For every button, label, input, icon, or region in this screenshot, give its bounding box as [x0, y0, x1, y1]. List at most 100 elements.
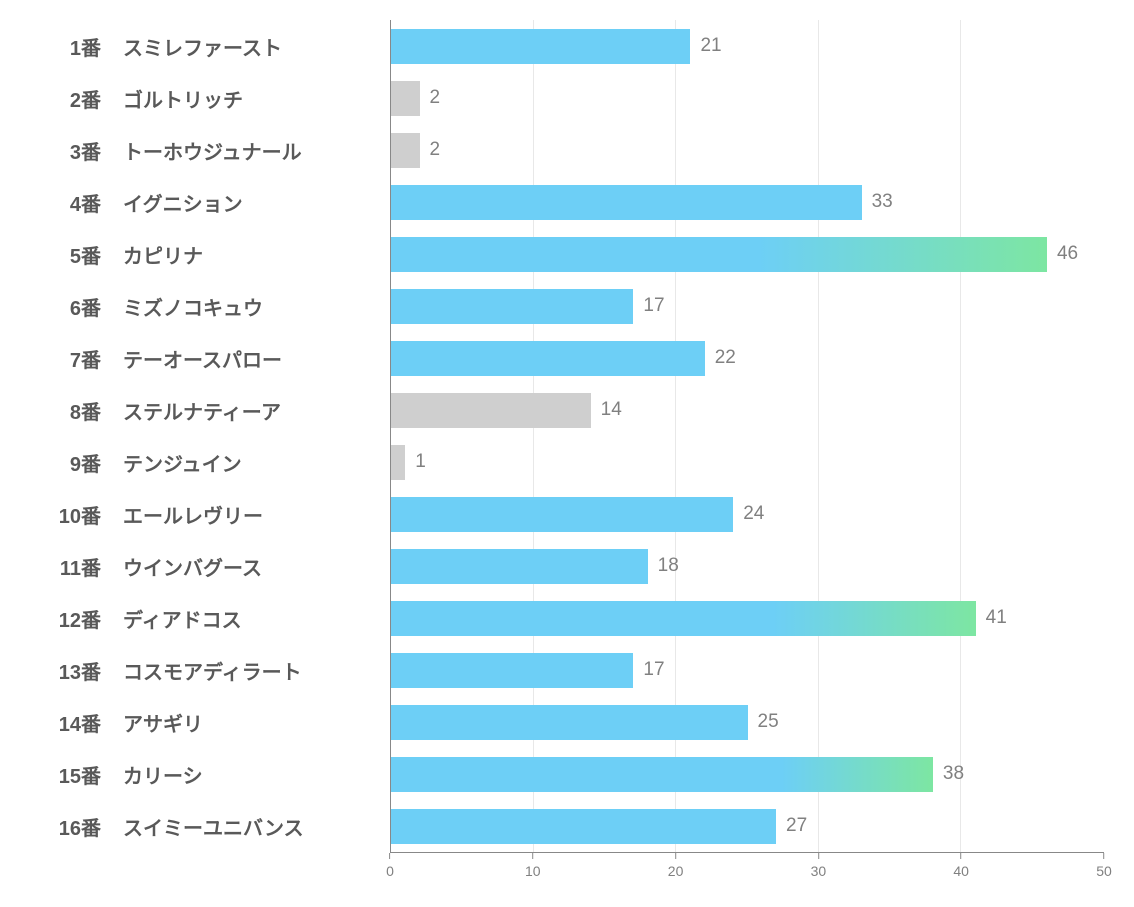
x-tick: 40	[953, 853, 969, 879]
x-tick: 0	[386, 853, 394, 879]
bar: 46	[391, 237, 1047, 272]
name-label: カピリナ	[105, 240, 370, 269]
row-label: 14番アサギリ	[30, 696, 390, 748]
name-label: ディアドコス	[105, 604, 370, 633]
bar-row: 17	[391, 280, 1104, 332]
x-tick-label: 10	[525, 863, 541, 879]
name-label: ゴルトリッチ	[105, 84, 370, 113]
name-label: スミレファースト	[105, 32, 370, 61]
bar-value: 24	[743, 503, 764, 525]
rank-label: 7番	[30, 344, 105, 373]
bar: 17	[391, 289, 633, 324]
bar-value: 21	[700, 35, 721, 57]
y-axis-labels: 1番スミレファースト2番ゴルトリッチ3番トーホウジュナール4番イグニション5番カ…	[30, 20, 390, 853]
bar: 14	[391, 393, 591, 428]
x-tick-mark	[675, 853, 676, 859]
bar-value: 27	[786, 815, 807, 837]
bar-row: 22	[391, 332, 1104, 384]
bar: 2	[391, 81, 420, 116]
row-label: 9番テンジュイン	[30, 436, 390, 488]
rank-label: 6番	[30, 292, 105, 321]
rank-label: 8番	[30, 396, 105, 425]
bar-value: 2	[430, 139, 441, 161]
name-label: エールレヴリー	[105, 500, 370, 529]
x-tick-label: 50	[1096, 863, 1112, 879]
x-tick-label: 20	[668, 863, 684, 879]
bar-row: 33	[391, 176, 1104, 228]
bar: 17	[391, 653, 633, 688]
bar-row: 1	[391, 436, 1104, 488]
name-label: アサギリ	[105, 708, 370, 737]
bar-row: 27	[391, 800, 1104, 852]
bar: 25	[391, 705, 748, 740]
bar: 2	[391, 133, 420, 168]
x-tick-label: 30	[811, 863, 827, 879]
row-label: 4番イグニション	[30, 176, 390, 228]
row-label: 6番ミズノコキュウ	[30, 280, 390, 332]
name-label: テーオースパロー	[105, 344, 370, 373]
row-label: 5番カピリナ	[30, 228, 390, 280]
bar-value: 17	[643, 659, 664, 681]
rank-label: 11番	[30, 552, 105, 581]
x-tick-mark	[961, 853, 962, 859]
row-label: 12番ディアドコス	[30, 592, 390, 644]
row-label: 2番ゴルトリッチ	[30, 72, 390, 124]
row-label: 10番エールレヴリー	[30, 488, 390, 540]
rank-label: 13番	[30, 656, 105, 685]
bar: 38	[391, 757, 933, 792]
bar: 41	[391, 601, 976, 636]
rank-label: 14番	[30, 708, 105, 737]
row-label: 15番カリーシ	[30, 748, 390, 800]
rank-label: 4番	[30, 188, 105, 217]
x-tick-mark	[532, 853, 533, 859]
name-label: スイミーユニバンス	[105, 812, 370, 841]
bar-value: 25	[758, 711, 779, 733]
rank-label: 12番	[30, 604, 105, 633]
row-label: 3番トーホウジュナール	[30, 124, 390, 176]
row-label: 1番スミレファースト	[30, 20, 390, 72]
bar-row: 14	[391, 384, 1104, 436]
bar: 22	[391, 341, 705, 376]
x-tick-label: 40	[953, 863, 969, 879]
bar-row: 24	[391, 488, 1104, 540]
bar-row: 2	[391, 124, 1104, 176]
bar-value: 22	[715, 347, 736, 369]
bar: 27	[391, 809, 776, 844]
x-tick-label: 0	[386, 863, 394, 879]
bar: 18	[391, 549, 648, 584]
x-tick-mark	[1103, 853, 1104, 859]
x-tick-mark	[818, 853, 819, 859]
bar-row: 17	[391, 644, 1104, 696]
bar: 33	[391, 185, 862, 220]
rank-label: 2番	[30, 84, 105, 113]
bar-value: 41	[986, 607, 1007, 629]
name-label: ウインバグース	[105, 552, 370, 581]
name-label: カリーシ	[105, 760, 370, 789]
x-tick: 50	[1096, 853, 1112, 879]
x-tick: 20	[668, 853, 684, 879]
x-tick: 30	[811, 853, 827, 879]
plot-area: 21223346172214124184117253827	[390, 20, 1104, 853]
x-tick-mark	[389, 853, 390, 859]
bar-row: 21	[391, 20, 1104, 72]
x-tick: 10	[525, 853, 541, 879]
bar-value: 38	[943, 763, 964, 785]
bar: 1	[391, 445, 405, 480]
row-label: 7番テーオースパロー	[30, 332, 390, 384]
name-label: ミズノコキュウ	[105, 292, 370, 321]
bar-row: 25	[391, 696, 1104, 748]
bar: 21	[391, 29, 690, 64]
bar-row: 41	[391, 592, 1104, 644]
rank-label: 9番	[30, 448, 105, 477]
bar-value: 17	[643, 295, 664, 317]
rank-label: 3番	[30, 136, 105, 165]
row-label: 16番スイミーユニバンス	[30, 800, 390, 852]
x-axis: 01020304050	[390, 853, 1104, 883]
bar-value: 33	[872, 191, 893, 213]
rank-label: 10番	[30, 500, 105, 529]
bar: 24	[391, 497, 733, 532]
name-label: コスモアディラート	[105, 656, 370, 685]
rank-label: 5番	[30, 240, 105, 269]
bar-row: 46	[391, 228, 1104, 280]
name-label: イグニション	[105, 188, 370, 217]
